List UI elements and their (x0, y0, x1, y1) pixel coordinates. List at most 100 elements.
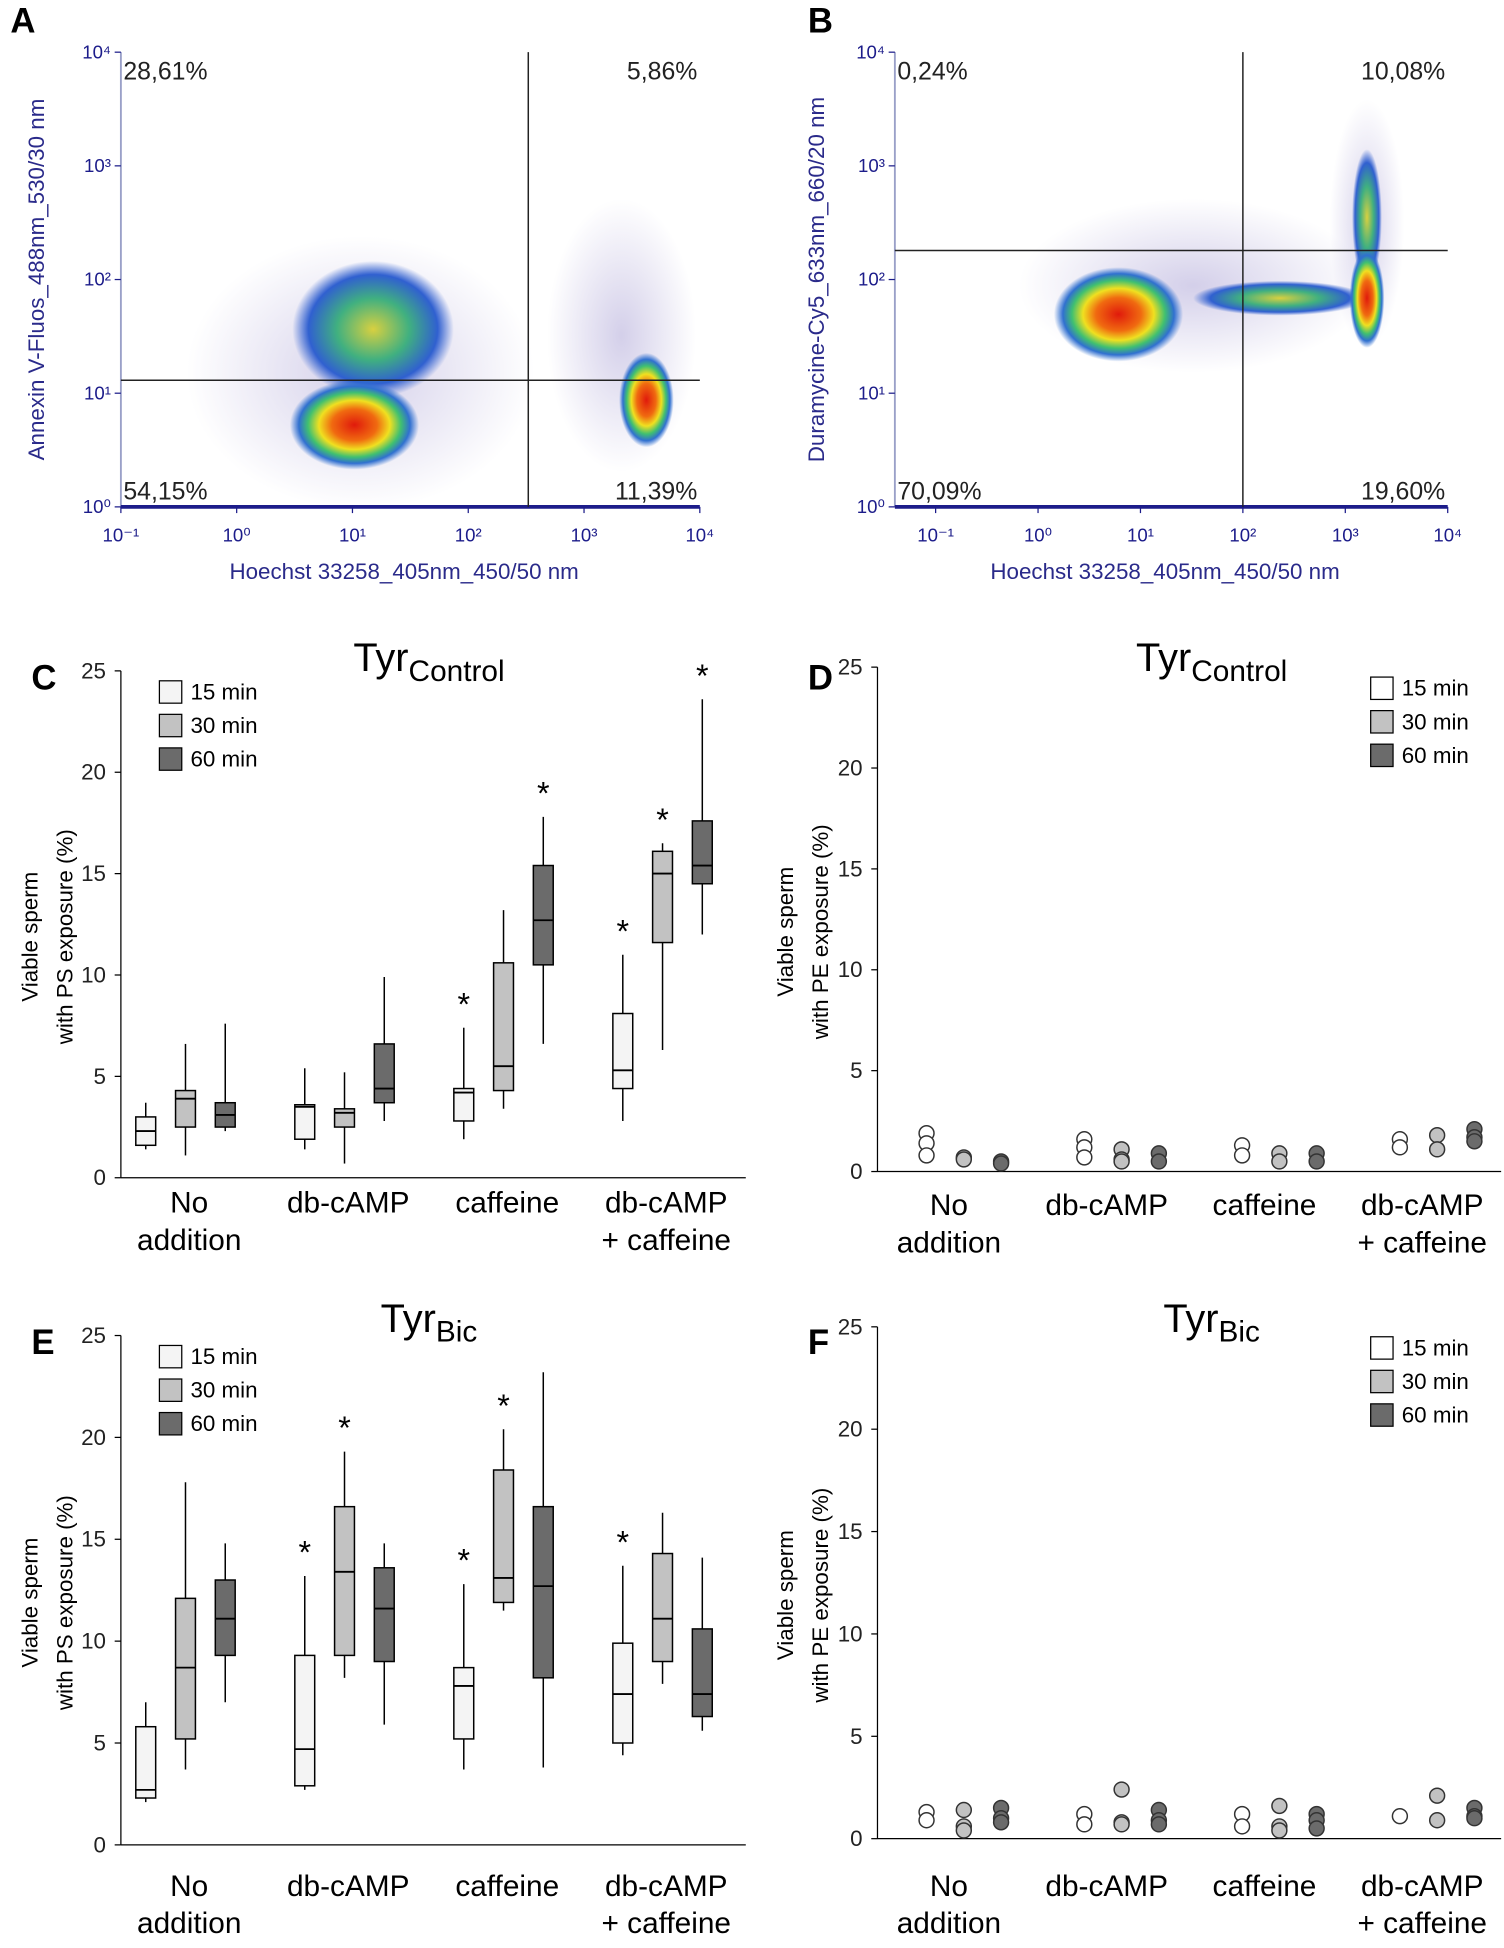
chart-title: TyrControl (1136, 636, 1287, 688)
dot (1428, 1127, 1446, 1144)
box (532, 864, 554, 966)
density-cloud (1352, 149, 1382, 286)
title-main: Tyr (1136, 636, 1191, 680)
y-tick-label: 10⁰ (83, 496, 111, 517)
y-axis-label: with PS exposure (%) (52, 829, 77, 1045)
x-tick-label: 10¹ (1127, 525, 1154, 546)
legend-label: 60 min (1402, 1402, 1469, 1427)
legend-label: 30 min (190, 713, 257, 738)
y-tick-label: 0 (94, 1832, 106, 1857)
x-tick-label: caffeine (1213, 1189, 1317, 1222)
box (135, 1725, 157, 1799)
title-subscript: Bic (436, 1316, 477, 1349)
dot (1428, 1141, 1446, 1158)
density-cloud (1349, 248, 1385, 348)
dot (1391, 1139, 1409, 1156)
x-tick-label: + caffeine (602, 1907, 732, 1940)
dot (1271, 1822, 1288, 1839)
y-tick-label: 25 (838, 1314, 863, 1339)
dot (918, 1812, 935, 1829)
x-tick-label: db-cAMP (1045, 1870, 1168, 1903)
quadrant-label: 54,15% (123, 478, 207, 505)
box (174, 1089, 197, 1128)
y-tick-label: 25 (81, 1323, 106, 1348)
quadrant-label: 70,09% (897, 478, 981, 505)
x-tick-label: db-cAMP (1361, 1870, 1484, 1903)
dot (1308, 1820, 1325, 1837)
box (612, 1642, 634, 1744)
quadrant-label: 10,08% (1361, 59, 1445, 86)
box (294, 1654, 316, 1787)
legend-label: 30 min (1402, 1369, 1469, 1394)
density-clouds-b (1019, 99, 1405, 373)
y-tick-label: 5 (850, 1724, 862, 1749)
dot (1113, 1153, 1130, 1170)
y-axis-label: with PS exposure (%) (52, 1495, 77, 1711)
chart-title: TyrControl (353, 636, 504, 688)
x-tick-label: No (930, 1870, 968, 1903)
box (492, 1469, 515, 1604)
dot (1233, 1147, 1251, 1164)
box (532, 1505, 554, 1679)
x-tick-label: db-cAMP (287, 1187, 410, 1220)
legend-label: 15 min (1402, 676, 1469, 701)
y-tick-label: 0 (850, 1826, 862, 1851)
chart-title: TyrBic (1163, 1297, 1260, 1349)
x-tick-label: caffeine (455, 1187, 559, 1220)
x-tick-label: 10³ (1332, 525, 1359, 546)
y-tick-label: 20 (81, 1425, 106, 1450)
x-tick-label: db-cAMP (1361, 1189, 1484, 1222)
y-tick-label: 20 (838, 755, 863, 780)
x-tick-label: addition (137, 1224, 241, 1257)
dot (1428, 1787, 1446, 1804)
box (174, 1597, 197, 1740)
dot (955, 1801, 973, 1819)
panel-letter: A (10, 2, 35, 40)
density-cloud (619, 352, 674, 448)
quadrant-label: 28,61% (123, 59, 207, 86)
x-tick-label: 10⁰ (1024, 525, 1052, 546)
box (333, 1505, 356, 1657)
y-axis-label: Duramycine-Cy5_633nm_660/20 nm (804, 97, 829, 462)
y-tick-label: 10⁰ (857, 496, 885, 517)
x-tick-label: addition (137, 1907, 241, 1940)
dot (1271, 1797, 1288, 1815)
box (492, 962, 515, 1092)
dot (955, 1151, 973, 1168)
dot (918, 1147, 935, 1164)
dot (992, 1814, 1010, 1831)
x-tick-label: No (170, 1187, 208, 1220)
y-tick-label: 20 (838, 1417, 863, 1442)
y-tick-label: 5 (850, 1058, 862, 1083)
x-tick-label: No (930, 1189, 968, 1222)
y-tick-label: 10¹ (84, 382, 111, 403)
dot (1076, 1149, 1093, 1166)
box (214, 1579, 236, 1657)
x-tick-label: addition (897, 1226, 1001, 1259)
box (691, 1628, 713, 1718)
box (651, 850, 674, 944)
legend-label: 60 min (1402, 743, 1469, 768)
y-tick-label: 20 (81, 760, 106, 785)
significance-star: * (617, 1524, 630, 1560)
x-tick-label: db-cAMP (1045, 1189, 1168, 1222)
y-tick-label: 10 (81, 962, 106, 987)
density-cloud (292, 260, 454, 398)
significance-star: * (497, 1388, 510, 1424)
y-tick-label: 10¹ (858, 382, 885, 403)
legend-label: 15 min (190, 1344, 257, 1369)
y-tick-label: 10² (858, 269, 885, 290)
y-tick-label: 15 (81, 861, 106, 886)
dot (1076, 1816, 1093, 1833)
legend-label: 60 min (190, 747, 257, 772)
x-tick-label: 10⁻¹ (103, 525, 140, 546)
x-tick-label: + caffeine (1357, 1907, 1487, 1940)
y-tick-label: 10² (84, 269, 111, 290)
dot (1308, 1153, 1325, 1170)
x-tick-label: db-cAMP (605, 1187, 728, 1220)
y-tick-label: 15 (838, 856, 863, 881)
title-main: Tyr (353, 636, 408, 680)
legend-swatch (1370, 1403, 1394, 1427)
legend-swatch (158, 713, 183, 738)
